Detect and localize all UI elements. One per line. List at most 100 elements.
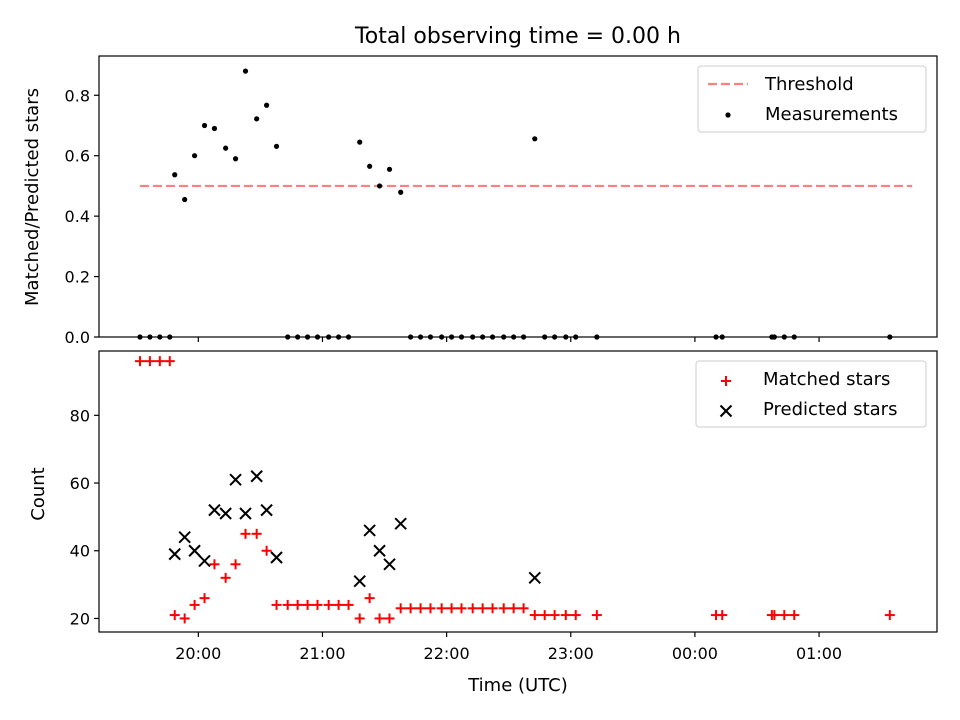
measurement-point — [232, 156, 239, 162]
count-ytick-label: 40 — [70, 542, 90, 561]
count-xlabel: Time (UTC) — [467, 675, 568, 696]
predicted-star-point — [239, 507, 252, 520]
count-panel: 20 40 60 80 20:00 21:00 22:00 23:00 00:00 01:00 C… — [28, 350, 938, 696]
matched-star-point — [154, 356, 165, 367]
count-ylabel: Count — [28, 467, 49, 520]
matched-star-point — [354, 613, 365, 624]
matched-star-point — [230, 559, 241, 570]
predicted-star-point — [363, 524, 376, 537]
measurement-point — [242, 68, 249, 74]
predicted-star-point — [394, 517, 407, 530]
ratio-ytick-label: 0.2 — [65, 268, 90, 287]
matched-star-point — [282, 599, 293, 610]
matched-star-point — [518, 603, 529, 614]
measurement-point — [386, 166, 393, 172]
ratio-ytick-label: 0.4 — [65, 207, 90, 226]
predicted-star-point — [168, 547, 181, 561]
matched-star-point — [508, 603, 519, 614]
count-xtick-label: 01:00 — [796, 644, 842, 663]
matched-star-point — [220, 572, 231, 583]
measurement-point — [182, 196, 188, 203]
predicted-star-point — [528, 571, 541, 585]
legend-predicted-swatch — [719, 404, 733, 418]
ratio-legend: Threshold Measurements — [697, 65, 927, 133]
measurement-point — [223, 145, 229, 151]
count-xtick-label: 23:00 — [548, 644, 594, 663]
matched-star-point — [209, 559, 220, 570]
measurement-point — [211, 125, 218, 132]
matched-star-point — [570, 610, 581, 621]
matched-star-point — [384, 613, 395, 624]
predicted-star-point — [260, 503, 273, 517]
ratio-panel: 0.00.20.40.60.8 Matched/Predicted stars … — [22, 55, 938, 347]
matched-star-point — [529, 610, 540, 621]
predicted-star-point — [188, 544, 201, 557]
count-ytick-label: 60 — [70, 474, 90, 493]
count-ytick-label: 80 — [70, 406, 90, 425]
legend-matched-label: Matched stars — [763, 369, 890, 390]
predicted-star-point — [373, 544, 386, 557]
matched-star-point — [415, 603, 426, 614]
matched-star-point — [302, 599, 313, 610]
ratio-ytick-label: 0.8 — [65, 86, 90, 105]
predicted-star-point — [250, 470, 263, 483]
matched-star-point — [164, 356, 175, 367]
matched-star-point — [251, 528, 262, 539]
ratio-legend-box — [697, 65, 927, 133]
count-legend-box — [695, 360, 927, 428]
count-xtick-label: 00:00 — [672, 644, 718, 663]
matched-star-point — [292, 599, 303, 610]
matched-star-point — [779, 610, 790, 621]
matched-star-point — [405, 603, 416, 614]
matched-star-point — [560, 610, 571, 621]
count-ytick-label: 20 — [70, 609, 90, 628]
matched-star-point — [539, 610, 550, 621]
legend-measurement-label: Measurements — [765, 104, 898, 125]
predicted-star-point — [353, 575, 366, 588]
matched-star-point — [884, 610, 895, 621]
count-axes-frame — [98, 350, 938, 633]
matched-star-point — [436, 603, 447, 614]
predicted-star-point — [383, 558, 396, 571]
ratio-ytick-label: 0.0 — [65, 328, 90, 347]
count-xtick-label: 21:00 — [299, 644, 345, 663]
matched-star-point — [169, 610, 180, 621]
count-legend: Matched stars Predicted stars — [695, 360, 927, 428]
ratio-ylabel: Matched/Predicted stars — [22, 88, 43, 306]
measurement-point — [357, 139, 363, 145]
matched-star-point — [498, 603, 509, 614]
legend-measurement-swatch — [725, 112, 731, 118]
legend-predicted-label: Predicted stars — [763, 399, 897, 420]
matched-star-point — [312, 599, 323, 610]
matched-star-point — [134, 356, 145, 367]
predicted-star-point — [198, 554, 211, 568]
matched-star-point — [769, 610, 780, 621]
matched-star-point — [456, 603, 467, 614]
predicted-star-point — [208, 503, 221, 517]
matched-star-point — [591, 610, 602, 621]
measurement-point — [254, 116, 260, 122]
matched-star-point — [240, 528, 251, 539]
matched-star-point — [487, 603, 498, 614]
measurement-point — [398, 189, 404, 195]
matched-star-point — [467, 603, 478, 614]
ratio-axes-frame — [98, 55, 938, 338]
predicted-star-point — [270, 551, 283, 564]
predicted-star-point — [229, 473, 242, 486]
matched-star-point — [343, 599, 354, 610]
matched-star-point — [395, 603, 406, 614]
matched-star-point — [789, 610, 800, 621]
matched-star-point — [717, 610, 728, 621]
matched-star-point — [425, 603, 436, 614]
legend-matched-swatch — [721, 376, 731, 386]
measurement-point — [172, 172, 178, 178]
matched-star-point — [199, 593, 210, 604]
measurement-point — [532, 136, 538, 142]
legend-threshold-label: Threshold — [764, 74, 854, 95]
matched-star-point — [179, 613, 190, 624]
count-xtick-label: 22:00 — [424, 644, 470, 663]
measurement-point — [264, 102, 270, 108]
matched-star-point — [271, 599, 282, 610]
predicted-star-point — [219, 507, 232, 520]
